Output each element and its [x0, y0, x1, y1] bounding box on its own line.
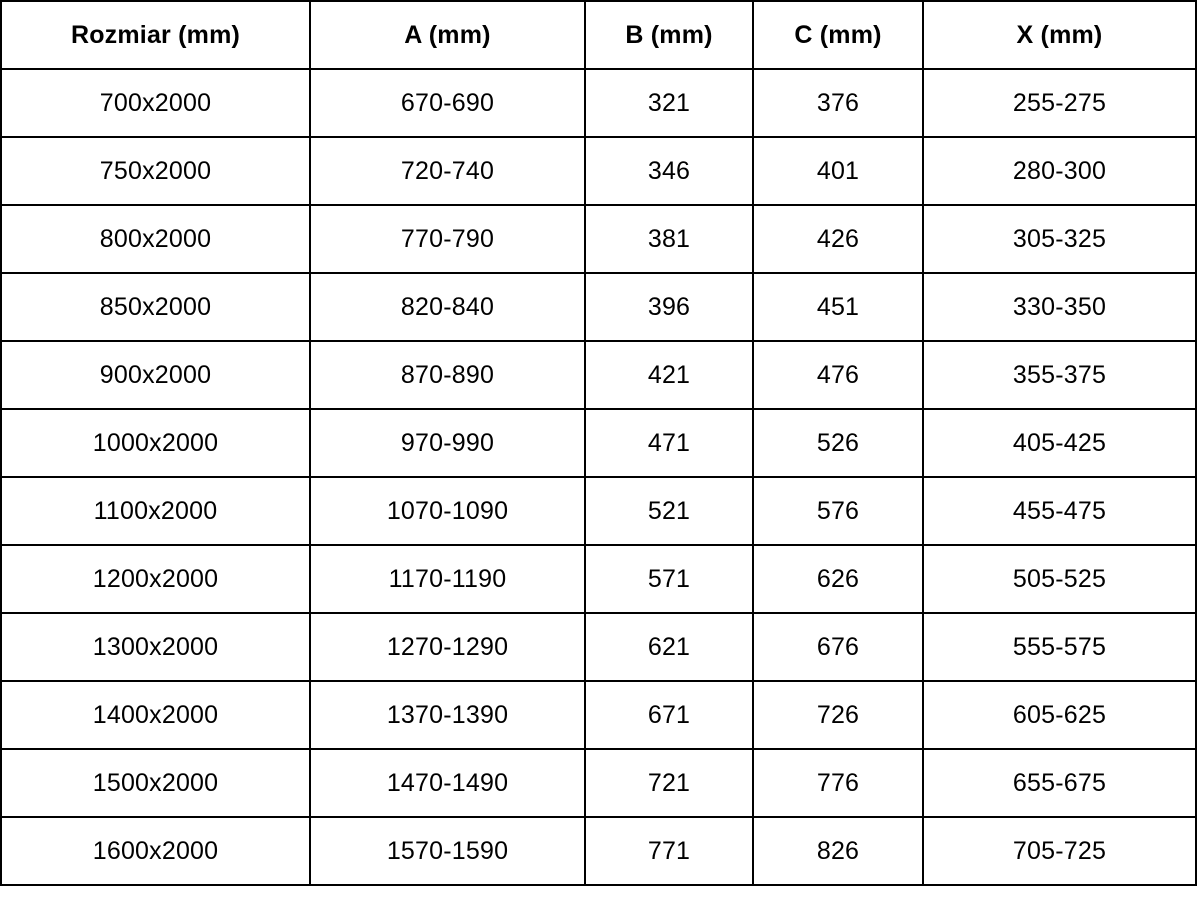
table-row: 1600x2000 1570-1590 771 826 705-725: [0, 816, 1197, 886]
table-row: 750x2000 720-740 346 401 280-300: [0, 136, 1197, 206]
column-header-x: X (mm): [922, 0, 1197, 70]
cell-b: 346: [584, 136, 754, 206]
cell-x: 330-350: [922, 272, 1197, 342]
table-header-row: Rozmiar (mm) A (mm) B (mm) C (mm) X (mm): [0, 0, 1197, 70]
cell-a: 970-990: [309, 408, 586, 478]
cell-a: 1470-1490: [309, 748, 586, 818]
cell-c: 426: [752, 204, 924, 274]
cell-b: 721: [584, 748, 754, 818]
cell-a: 1070-1090: [309, 476, 586, 546]
cell-size: 850x2000: [0, 272, 311, 342]
cell-x: 405-425: [922, 408, 1197, 478]
cell-size: 1600x2000: [0, 816, 311, 886]
table-body: 700x2000 670-690 321 376 255-275 750x2000 720-…: [0, 68, 1197, 886]
cell-c: 726: [752, 680, 924, 750]
cell-a: 770-790: [309, 204, 586, 274]
cell-x: 355-375: [922, 340, 1197, 410]
table-row: 1400x2000 1370-1390 671 726 605-625: [0, 680, 1197, 750]
cell-size: 1000x2000: [0, 408, 311, 478]
cell-x: 255-275: [922, 68, 1197, 138]
table-header: Rozmiar (mm) A (mm) B (mm) C (mm) X (mm): [0, 0, 1197, 70]
cell-b: 381: [584, 204, 754, 274]
column-header-b: B (mm): [584, 0, 754, 70]
cell-x: 305-325: [922, 204, 1197, 274]
column-header-size: Rozmiar (mm): [0, 0, 311, 70]
cell-c: 526: [752, 408, 924, 478]
cell-x: 280-300: [922, 136, 1197, 206]
cell-x: 555-575: [922, 612, 1197, 682]
cell-c: 476: [752, 340, 924, 410]
table-row: 850x2000 820-840 396 451 330-350: [0, 272, 1197, 342]
cell-size: 800x2000: [0, 204, 311, 274]
cell-a: 820-840: [309, 272, 586, 342]
table-row: 1000x2000 970-990 471 526 405-425: [0, 408, 1197, 478]
cell-a: 1170-1190: [309, 544, 586, 614]
cell-a: 720-740: [309, 136, 586, 206]
cell-x: 505-525: [922, 544, 1197, 614]
cell-c: 776: [752, 748, 924, 818]
cell-b: 521: [584, 476, 754, 546]
cell-c: 576: [752, 476, 924, 546]
cell-c: 676: [752, 612, 924, 682]
column-header-c: C (mm): [752, 0, 924, 70]
table-row: 1500x2000 1470-1490 721 776 655-675: [0, 748, 1197, 818]
cell-x: 455-475: [922, 476, 1197, 546]
table-row: 800x2000 770-790 381 426 305-325: [0, 204, 1197, 274]
cell-b: 321: [584, 68, 754, 138]
dimensions-table: Rozmiar (mm) A (mm) B (mm) C (mm) X (mm)…: [0, 0, 1197, 886]
table-row: 1300x2000 1270-1290 621 676 555-575: [0, 612, 1197, 682]
table-row: 900x2000 870-890 421 476 355-375: [0, 340, 1197, 410]
cell-b: 471: [584, 408, 754, 478]
column-header-a: A (mm): [309, 0, 586, 70]
cell-x: 705-725: [922, 816, 1197, 886]
cell-a: 1570-1590: [309, 816, 586, 886]
cell-x: 605-625: [922, 680, 1197, 750]
cell-c: 376: [752, 68, 924, 138]
cell-a: 1270-1290: [309, 612, 586, 682]
cell-b: 396: [584, 272, 754, 342]
cell-size: 1400x2000: [0, 680, 311, 750]
cell-a: 1370-1390: [309, 680, 586, 750]
cell-size: 750x2000: [0, 136, 311, 206]
cell-a: 870-890: [309, 340, 586, 410]
cell-c: 626: [752, 544, 924, 614]
cell-size: 700x2000: [0, 68, 311, 138]
cell-size: 1200x2000: [0, 544, 311, 614]
cell-b: 671: [584, 680, 754, 750]
cell-b: 421: [584, 340, 754, 410]
cell-b: 771: [584, 816, 754, 886]
cell-size: 1100x2000: [0, 476, 311, 546]
cell-size: 1500x2000: [0, 748, 311, 818]
table-row: 1100x2000 1070-1090 521 576 455-475: [0, 476, 1197, 546]
cell-size: 1300x2000: [0, 612, 311, 682]
cell-b: 621: [584, 612, 754, 682]
cell-b: 571: [584, 544, 754, 614]
cell-x: 655-675: [922, 748, 1197, 818]
table-row: 700x2000 670-690 321 376 255-275: [0, 68, 1197, 138]
cell-c: 826: [752, 816, 924, 886]
cell-a: 670-690: [309, 68, 586, 138]
cell-size: 900x2000: [0, 340, 311, 410]
cell-c: 401: [752, 136, 924, 206]
cell-c: 451: [752, 272, 924, 342]
table-row: 1200x2000 1170-1190 571 626 505-525: [0, 544, 1197, 614]
